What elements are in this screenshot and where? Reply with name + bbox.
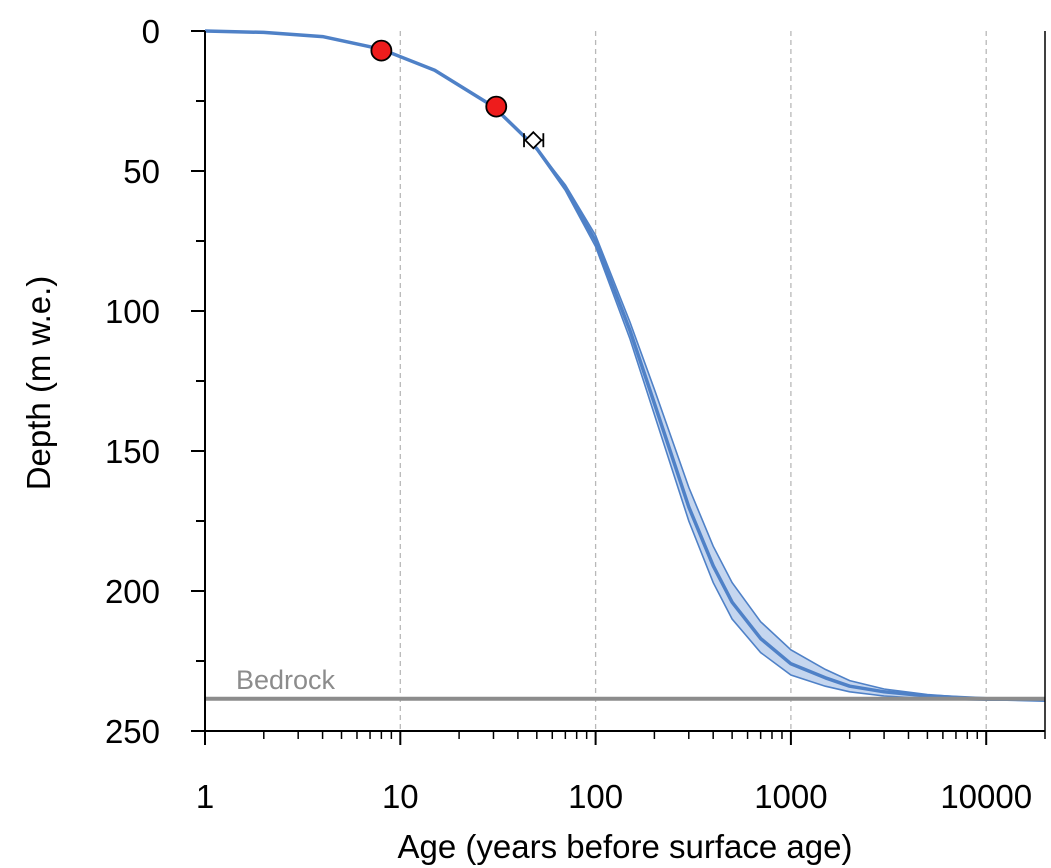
x-tick-label: 1000 [754, 778, 827, 815]
y-tick-label: 250 [105, 713, 160, 750]
x-tick-label: 10000 [940, 778, 1032, 815]
axes [191, 30, 1046, 745]
y-tick-labels: 0 50 100 150 200 250 [105, 13, 160, 750]
gridlines [399, 31, 987, 731]
y-tick-label: 150 [105, 433, 160, 470]
y-tick-label: 200 [105, 573, 160, 610]
red-circle-marker [485, 95, 508, 118]
y-tick-label: 50 [123, 153, 160, 190]
data-markers [370, 39, 545, 150]
red-circle-marker [370, 39, 393, 62]
uncertainty-band [204, 30, 1046, 701]
diamond-marker [524, 130, 543, 150]
y-axis-title: Depth (m w.e.) [20, 276, 57, 491]
y-tick-label: 0 [142, 13, 160, 50]
y-tick-label: 100 [105, 293, 160, 330]
x-axis-title: Age (years before surface age) [398, 828, 853, 865]
x-tick-label: 10 [382, 778, 419, 815]
x-tick-labels: 1 10 100 1000 10000 [196, 778, 1032, 815]
x-tick-label: 100 [568, 778, 623, 815]
x-tick-label: 1 [196, 778, 214, 815]
age-depth-curve [204, 29, 1046, 702]
bedrock-label: Bedrock [236, 665, 336, 695]
